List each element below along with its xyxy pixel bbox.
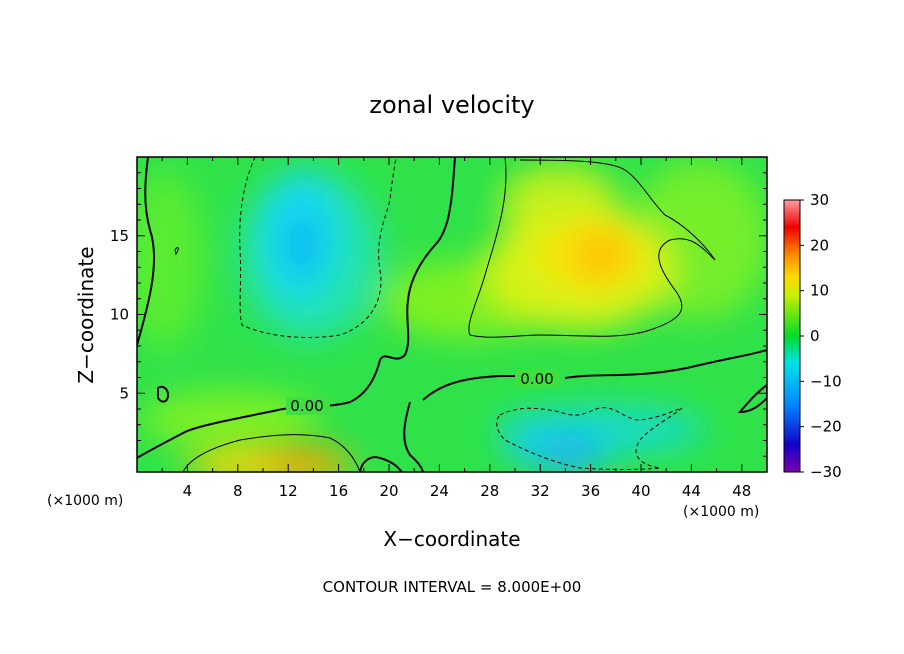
- x-tick-label: 32: [531, 482, 550, 500]
- zero-contour-bottom: [359, 456, 403, 472]
- contour-label-2: 0.00: [520, 370, 553, 388]
- colorbar-tick-label: 10: [810, 282, 829, 300]
- x-tick-label: 48: [732, 482, 751, 500]
- y-axis-ticks: 5 10 15: [110, 172, 767, 457]
- velocity-field: [137, 157, 767, 472]
- colorbar-tick-label: −20: [810, 418, 842, 436]
- colorbar-tick-label: −10: [810, 372, 842, 390]
- colorbar-ticks: 30 20 10 0 −10 −20 −30: [800, 191, 842, 481]
- x-tick-label: 12: [279, 482, 298, 500]
- x-axis-ticks: 4 8 12 16 20 24 28 32 36 40 44 48: [161, 157, 751, 500]
- x-tick-label: 44: [682, 482, 701, 500]
- contour-interval-note: CONTOUR INTERVAL = 8.000E+00: [323, 578, 582, 596]
- x-tick-label: 24: [430, 482, 449, 500]
- zero-contour-vertical: [403, 401, 424, 472]
- y-tick-label: 15: [110, 227, 129, 245]
- colorbar: [783, 199, 801, 473]
- zero-contour-center: [137, 157, 456, 459]
- x-tick-label: 16: [329, 482, 348, 500]
- colorbar-tick-label: 20: [810, 236, 829, 254]
- colorbar-tick-label: −30: [810, 463, 842, 481]
- x-tick-label: 28: [480, 482, 499, 500]
- x-unit-right: (×1000 m): [683, 504, 759, 520]
- chart-title: zonal velocity: [369, 91, 534, 119]
- x-tick-label: 40: [631, 482, 650, 500]
- zero-contour-left: [137, 157, 156, 346]
- colorbar-tick-label: 30: [810, 191, 829, 209]
- x-unit-left: (×1000 m): [47, 493, 123, 509]
- zero-contour-right: [422, 349, 767, 401]
- positive-contour-upper: [468, 157, 716, 338]
- positive-contour-small: [174, 246, 179, 256]
- contour-label-1: 0.00: [290, 397, 323, 415]
- x-tick-label: 8: [233, 482, 243, 500]
- positive-contour-lower: [182, 434, 361, 472]
- x-axis-label: X−coordinate: [383, 527, 520, 551]
- x-tick-label: 36: [581, 482, 600, 500]
- zero-contour-blob-right: [737, 383, 767, 414]
- zero-contour-loop: [157, 385, 170, 403]
- x-tick-label: 20: [379, 482, 398, 500]
- colorbar-tick-label: 0: [810, 327, 820, 345]
- y-tick-label: 10: [110, 306, 129, 324]
- y-axis-label: Z−coordinate: [74, 246, 98, 383]
- x-tick-label: 4: [183, 482, 193, 500]
- contour-lines: [137, 157, 767, 472]
- y-tick-label: 5: [119, 384, 129, 402]
- negative-contour-lower: [496, 407, 683, 470]
- negative-contour-upper: [239, 157, 397, 338]
